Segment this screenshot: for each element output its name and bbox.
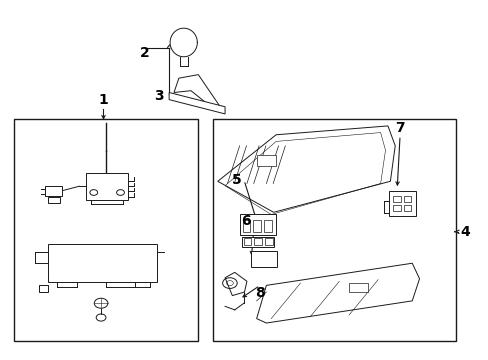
Bar [242, 220, 250, 232]
Bar [239, 214, 276, 235]
Polygon shape [169, 93, 224, 114]
Polygon shape [174, 75, 220, 111]
Bar [86, 173, 127, 200]
Bar [256, 155, 276, 166]
Text: 2: 2 [140, 46, 149, 60]
Bar [348, 283, 368, 292]
Bar [264, 238, 272, 245]
Bar [14, 119, 198, 341]
Text: 4: 4 [460, 225, 469, 239]
Bar [47, 244, 157, 282]
Text: 6: 6 [241, 214, 250, 228]
Text: 3: 3 [154, 89, 164, 103]
Bar [388, 191, 415, 216]
Text: 7: 7 [394, 121, 404, 135]
Polygon shape [170, 28, 197, 57]
Polygon shape [224, 273, 246, 296]
Polygon shape [217, 126, 394, 212]
Polygon shape [256, 263, 419, 323]
Bar [403, 205, 410, 211]
Bar [392, 205, 400, 211]
Bar [253, 220, 261, 232]
Text: 1: 1 [99, 93, 108, 107]
Bar [392, 196, 400, 202]
Bar [251, 251, 276, 267]
Bar [47, 197, 60, 203]
Bar [242, 237, 273, 247]
Bar [264, 220, 271, 232]
Text: 8: 8 [255, 285, 264, 300]
Text: 5: 5 [231, 173, 241, 187]
Bar [212, 119, 455, 341]
Bar [45, 186, 62, 196]
Bar [39, 285, 47, 292]
Bar [403, 196, 410, 202]
Bar [243, 238, 251, 245]
Bar [254, 238, 262, 245]
